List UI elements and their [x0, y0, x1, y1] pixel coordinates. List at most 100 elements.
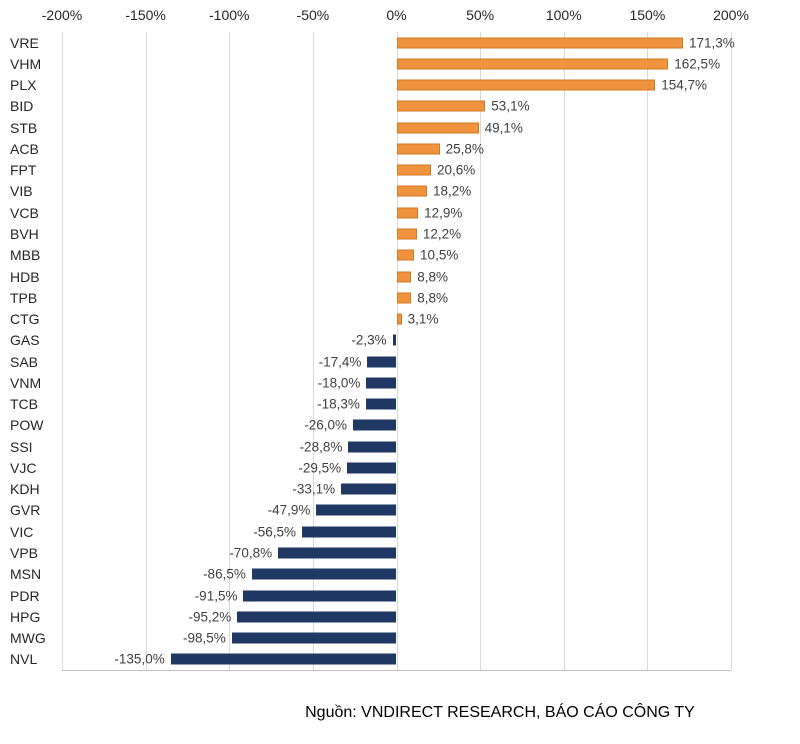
bar-negative: [278, 547, 397, 559]
bar-negative: [365, 398, 397, 410]
value-label: -17,4%: [318, 354, 362, 370]
bar-row: VIC -56,5%: [0, 521, 800, 542]
x-axis-tick-label: 200%: [713, 7, 749, 23]
value-label: -2,3%: [351, 332, 387, 348]
bar-negative: [366, 377, 397, 389]
bar-row: POW -26,0%: [0, 415, 800, 436]
value-label: -70,8%: [229, 545, 273, 561]
bar-row: BVH 12,2%: [0, 223, 800, 244]
value-label: -18,3%: [317, 396, 360, 412]
bar-row: ACB 25,8%: [0, 138, 800, 159]
value-label: -26,0%: [304, 417, 348, 433]
gridline: [480, 32, 481, 670]
bar-positive: [396, 143, 440, 155]
bar-positive: [396, 249, 415, 261]
value-label: -91,5%: [194, 588, 238, 604]
category-label: STB: [10, 119, 38, 136]
bar-row: VIB 18,2%: [0, 181, 800, 202]
value-label: -56,5%: [253, 524, 297, 540]
value-label: -95,2%: [188, 609, 232, 625]
value-label: -47,9%: [267, 502, 311, 518]
bar-row: HDB 8,8%: [0, 266, 800, 287]
category-label: HPG: [10, 608, 41, 625]
bar-row: SAB -17,4%: [0, 351, 800, 372]
bar-row: GVR -47,9%: [0, 500, 800, 521]
value-label: -98,5%: [182, 630, 226, 646]
category-label: VHM: [10, 55, 42, 72]
value-label: 162,5%: [674, 56, 721, 72]
x-axis: -200% -150% -100% -50% 0% 50% 100% 150% 200%: [0, 0, 800, 30]
bar-row: VPB -70,8%: [0, 542, 800, 563]
value-label: -18,0%: [317, 375, 361, 391]
value-label: 3,1%: [407, 311, 439, 327]
x-axis-tick-label: 150%: [629, 7, 666, 23]
category-label: VIB: [10, 183, 33, 200]
gridline: [62, 32, 63, 670]
bar-negative: [302, 526, 397, 538]
value-label: 12,9%: [424, 205, 463, 221]
x-axis-tick-label: -150%: [125, 7, 166, 23]
category-label: PLX: [10, 77, 37, 94]
category-label: MWG: [10, 630, 46, 647]
bar-row: FPT 20,6%: [0, 160, 800, 181]
x-axis-tick-label: -50%: [296, 7, 330, 23]
bar-negative: [237, 611, 397, 623]
bar-negative: [341, 483, 397, 495]
value-label: 10,5%: [420, 247, 459, 263]
bar-row: HPG -95,2%: [0, 606, 800, 627]
category-label: VCB: [10, 204, 39, 221]
bar-positive: [396, 37, 683, 49]
gridline: [313, 32, 314, 670]
gridline: [731, 32, 732, 670]
bar-positive: [396, 79, 656, 91]
bar-positive: [396, 313, 402, 325]
value-label: 171,3%: [688, 35, 735, 51]
value-label: 53,1%: [491, 98, 530, 114]
x-axis-tick-label: 100%: [545, 7, 582, 23]
bar-positive: [396, 122, 479, 134]
bar-row: VJC -29,5%: [0, 457, 800, 478]
bar-row: SSI -28,8%: [0, 436, 800, 457]
bar-negative: [348, 441, 397, 453]
gridline: [647, 32, 648, 670]
bar-row: GAS -2,3%: [0, 330, 800, 351]
gridline: [564, 32, 565, 670]
x-axis-tick-label: -100%: [209, 7, 250, 23]
source-caption: Nguồn: VNDIRECT RESEARCH, BÁO CÁO CÔNG T…: [305, 704, 695, 721]
category-label: MBB: [10, 247, 41, 264]
category-label: TCB: [10, 396, 38, 413]
bar-row: STB 49,1%: [0, 117, 800, 138]
value-label: 18,2%: [432, 183, 472, 199]
category-label: ACB: [10, 140, 39, 157]
bar-row: TCB -18,3%: [0, 394, 800, 415]
category-label: FPT: [10, 162, 37, 179]
bar-row: VNM -18,0%: [0, 372, 800, 393]
category-label: TPB: [10, 289, 38, 306]
value-label: -135,0%: [114, 651, 165, 667]
category-label: BID: [10, 98, 34, 115]
bar-positive: [396, 164, 431, 176]
category-label: VPB: [10, 545, 39, 562]
bar-positive: [396, 100, 486, 112]
value-label: -28,8%: [299, 439, 343, 455]
bar-row: VHM 162,5%: [0, 53, 800, 74]
category-label: KDH: [10, 481, 40, 498]
category-label: GAS: [10, 332, 40, 349]
x-axis-tick-label: 50%: [466, 7, 495, 23]
bar-row: MWG -98,5%: [0, 627, 800, 648]
bar-row: VRE 171,3%: [0, 32, 800, 53]
category-label: MSN: [10, 566, 42, 583]
bar-row: NVL -135,0%: [0, 649, 800, 670]
value-label: 8,8%: [417, 290, 448, 306]
gridline: [397, 32, 398, 670]
category-label: SAB: [10, 353, 39, 370]
value-label: 12,2%: [422, 226, 462, 242]
bar-negative: [367, 356, 397, 368]
bar-row: MSN -86,5%: [0, 564, 800, 585]
bar-negative: [316, 504, 397, 516]
bar-row: KDH -33,1%: [0, 479, 800, 500]
bar-negative: [243, 590, 397, 602]
value-label: 20,6%: [436, 162, 476, 178]
